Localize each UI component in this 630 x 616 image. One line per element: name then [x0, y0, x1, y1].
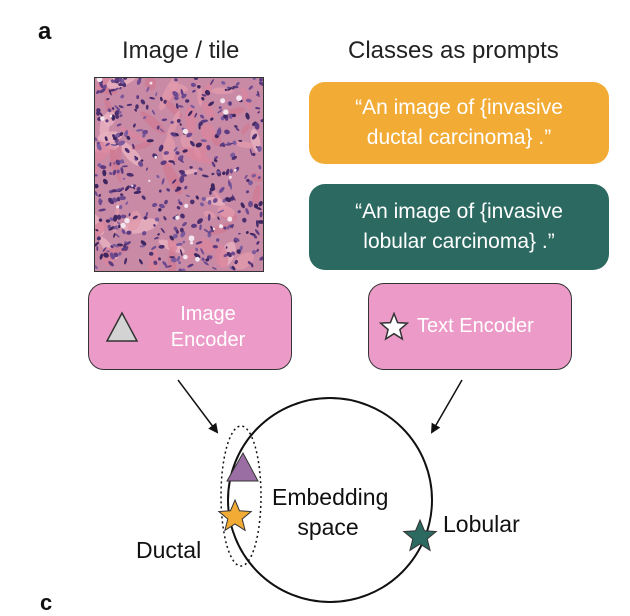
- text-encoder-label: Text Encoder: [417, 315, 534, 337]
- panel-letter: a: [38, 18, 52, 45]
- prompts-title: Classes as prompts: [348, 37, 559, 64]
- cluster-ellipse: [220, 425, 262, 567]
- ductal-label: Ductal: [136, 537, 202, 563]
- image-encoder-box: Image Encoder: [88, 283, 292, 370]
- next-panel-letter: c: [40, 590, 53, 615]
- lobular-label: Lobular: [443, 511, 520, 537]
- embedding-circle: [227, 397, 433, 603]
- histology-tile-image: [94, 77, 264, 272]
- image-tile-title: Image / tile: [122, 37, 240, 64]
- star-icon: [379, 311, 409, 341]
- triangle-icon: [105, 310, 139, 342]
- prompt-lobular: “An image of {invasive lobular carcinoma…: [309, 184, 609, 270]
- prompt-ductal-text: “An image of {invasive ductal carcinoma}…: [355, 96, 563, 149]
- text-encoder-box: Text Encoder: [368, 283, 572, 370]
- prompt-ductal: “An image of {invasive ductal carcinoma}…: [309, 82, 609, 164]
- prompt-lobular-text: “An image of {invasive lobular carcinoma…: [355, 200, 563, 253]
- image-embedding-triangle: [226, 451, 259, 482]
- ductal-star-marker: [217, 498, 253, 532]
- embedding-space-label: Embedding space: [272, 484, 389, 540]
- lobular-star-marker: [402, 518, 438, 552]
- image-encoder-label: Image Encoder: [170, 302, 246, 351]
- arrow-text-to-embedding: [431, 379, 463, 434]
- arrow-image-to-embedding: [177, 379, 219, 434]
